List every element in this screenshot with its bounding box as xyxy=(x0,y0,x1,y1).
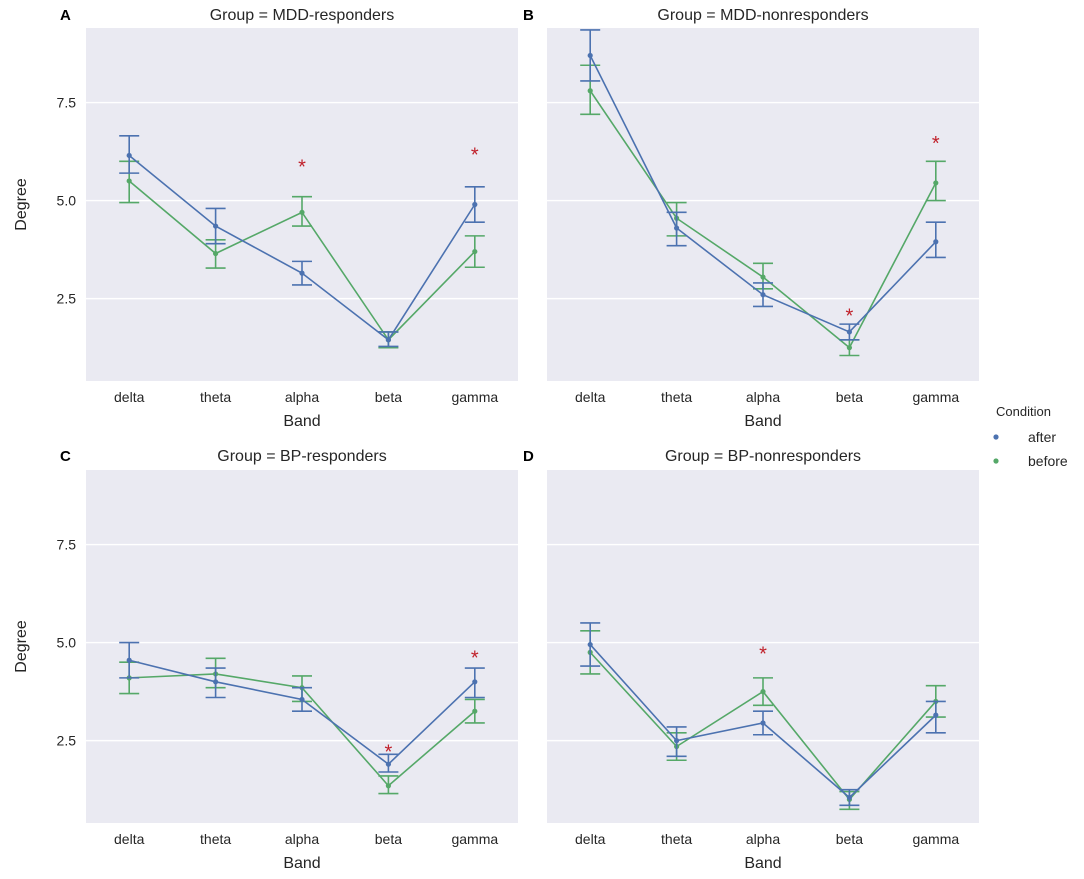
x-tick-label: theta xyxy=(661,831,692,847)
x-tick-label: gamma xyxy=(912,831,959,847)
x-tick-label: beta xyxy=(836,831,863,847)
data-point xyxy=(674,738,680,744)
x-tick-label: beta xyxy=(375,831,402,847)
legend-marker-before xyxy=(993,458,999,464)
panels: 2.5 5.0 7.5 delta theta alpha beta gamma Band Deg… xyxy=(13,7,979,872)
x-tick-label: delta xyxy=(575,831,606,847)
data-point xyxy=(587,52,593,59)
data-point xyxy=(587,641,593,648)
data-point xyxy=(472,679,478,685)
data-point xyxy=(587,88,593,94)
legend-label-after: after xyxy=(1028,429,1056,445)
data-point xyxy=(299,209,305,215)
series-after xyxy=(580,622,946,807)
data-point xyxy=(385,337,391,343)
y-axis-label: Degree xyxy=(13,178,30,231)
data-point xyxy=(933,712,939,718)
data-point xyxy=(846,345,853,351)
y-tick-label: 2.5 xyxy=(57,291,77,307)
significance-star: * xyxy=(385,742,393,764)
x-axis-label: Band xyxy=(744,413,781,430)
significance-star: * xyxy=(471,647,479,669)
x-tick-label: theta xyxy=(200,389,231,405)
x-tick-label: theta xyxy=(200,831,231,847)
panel-d: delta theta alpha beta gamma Band Group = BP-n… xyxy=(523,448,979,872)
x-tick-label: delta xyxy=(575,389,606,405)
x-tick-label: alpha xyxy=(285,389,319,405)
x-tick-label: delta xyxy=(114,831,145,847)
legend-label-before: before xyxy=(1028,453,1068,469)
y-tick-label: 7.5 xyxy=(57,537,77,553)
series-after xyxy=(580,29,946,341)
y-tick-label: 5.0 xyxy=(57,193,77,209)
data-point xyxy=(126,178,132,184)
plot-area xyxy=(86,470,518,823)
x-tick-label: beta xyxy=(375,389,402,405)
x-tick-label: gamma xyxy=(451,831,498,847)
data-point xyxy=(846,794,853,801)
data-point xyxy=(760,720,766,726)
legend-marker-after xyxy=(993,434,999,440)
legend: Condition after before xyxy=(993,404,1068,469)
data-point xyxy=(674,225,680,231)
panel-a: 2.5 5.0 7.5 delta theta alpha beta gamma Band Deg… xyxy=(13,7,518,430)
panel-title: Group = MDD-nonresponders xyxy=(657,7,868,24)
data-point xyxy=(299,696,305,703)
data-point xyxy=(126,152,132,159)
x-tick-label: beta xyxy=(836,389,863,405)
panel-letter: A xyxy=(60,7,71,24)
significance-star: * xyxy=(759,643,767,665)
panel-title: Group = MDD-responders xyxy=(210,7,395,24)
panel-letter: D xyxy=(523,448,534,465)
significance-star: * xyxy=(932,133,940,155)
y-tick-label: 5.0 xyxy=(57,635,77,651)
data-point xyxy=(213,223,219,229)
x-axis-label: Band xyxy=(283,855,320,872)
x-tick-label: alpha xyxy=(746,389,780,405)
panel-letter: B xyxy=(523,7,534,24)
plot-area xyxy=(547,470,979,823)
data-point xyxy=(760,689,766,695)
x-tick-label: alpha xyxy=(746,831,780,847)
significance-star: * xyxy=(846,305,854,327)
significance-star: * xyxy=(298,156,306,178)
panel-b: delta theta alpha beta gamma Band Group = MDD-… xyxy=(523,7,979,430)
x-tick-label: gamma xyxy=(912,389,959,405)
data-point xyxy=(472,248,478,255)
significance-star: * xyxy=(471,145,479,167)
panel-c: 2.5 5.0 7.5 delta theta alpha beta gamma Band Deg… xyxy=(13,448,518,872)
panel-letter: C xyxy=(60,448,71,465)
x-tick-label: alpha xyxy=(285,831,319,847)
x-tick-label: delta xyxy=(114,389,145,405)
panel-title: Group = BP-responders xyxy=(217,448,386,465)
data-point xyxy=(760,274,766,280)
data-point xyxy=(213,250,219,257)
data-point xyxy=(126,657,132,663)
x-tick-label: theta xyxy=(661,389,692,405)
data-point xyxy=(933,180,939,186)
y-tick-label: 2.5 xyxy=(57,733,77,749)
panel-title: Group = BP-nonresponders xyxy=(665,448,861,465)
data-point xyxy=(472,201,478,208)
x-axis-label: Band xyxy=(744,855,781,872)
y-tick-label: 7.5 xyxy=(57,95,77,111)
x-tick-label: gamma xyxy=(451,389,498,405)
data-point xyxy=(299,270,305,276)
data-point xyxy=(213,679,219,685)
data-point xyxy=(846,329,853,335)
data-point xyxy=(472,708,478,714)
legend-title: Condition xyxy=(996,404,1051,419)
data-point xyxy=(385,761,391,767)
x-axis-label: Band xyxy=(283,413,320,430)
series-after xyxy=(119,135,485,348)
series-after xyxy=(119,641,485,773)
data-point xyxy=(933,239,939,245)
y-axis-label: Degree xyxy=(13,620,30,673)
data-point xyxy=(760,292,766,298)
data-point xyxy=(385,783,391,789)
plot-area xyxy=(547,28,979,381)
